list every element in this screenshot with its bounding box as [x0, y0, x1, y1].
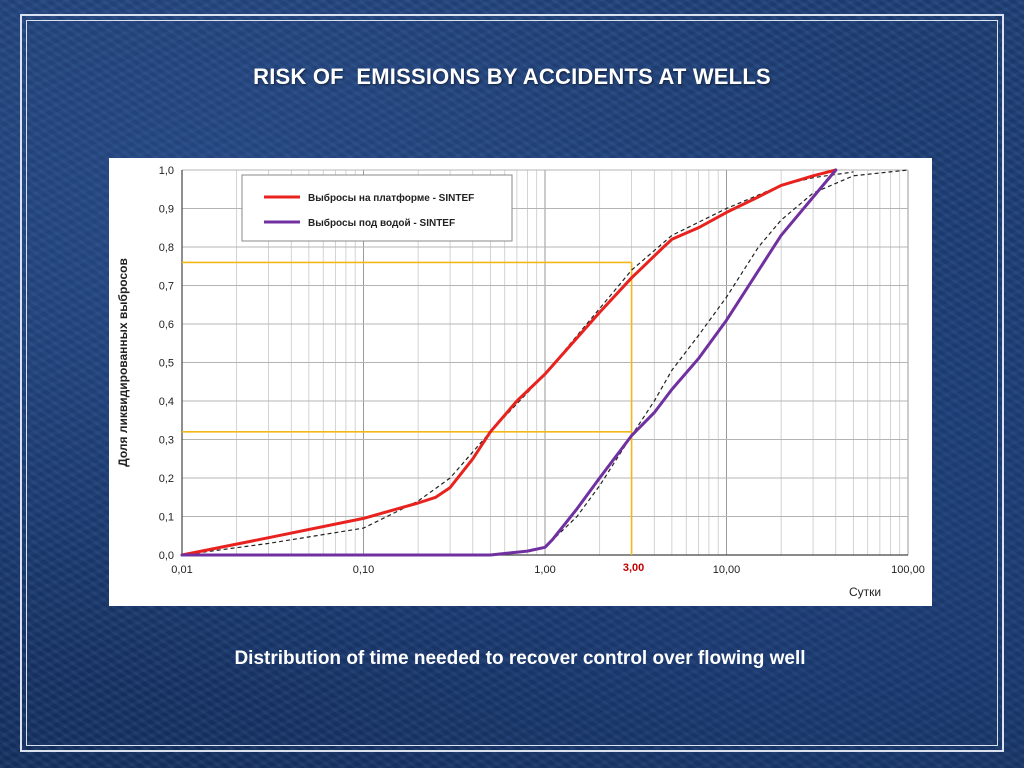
- y-tick-label: 1,0: [159, 165, 174, 177]
- slide-frame-inner: [26, 20, 998, 746]
- y-tick-label: 0,6: [159, 319, 174, 331]
- slide-title: RISK OF EMISSIONS BY ACCIDENTS AT WELLS: [253, 64, 771, 89]
- x-tick-label: 100,00: [891, 564, 925, 576]
- x-tick-label: 0,10: [353, 564, 374, 576]
- x-axis-title: Сутки: [849, 585, 881, 599]
- y-tick-label: 0,3: [159, 435, 174, 447]
- legend-label: Выбросы на платформе - SINTEF: [308, 192, 474, 204]
- y-tick-label: 0,5: [159, 358, 174, 370]
- legend-label: Выбросы под водой - SINTEF: [308, 217, 455, 229]
- chart-svg: 0,0 0,1 0,2 0,3 0,4 0,5 0,6 0,7 0,8 0,9 1,0 0,01 0,1…: [116, 165, 925, 599]
- legend-box: [241, 174, 513, 242]
- slide-frame-outer: [20, 14, 1004, 752]
- y-tick-label: 0,7: [159, 281, 174, 293]
- y-tick-label: 0,9: [159, 204, 174, 216]
- y-tick-label: 0,4: [159, 396, 174, 408]
- x-tick-label: 1,00: [534, 564, 555, 576]
- series-line-underwater: [180, 168, 838, 557]
- chart-panel: 0,0 0,1 0,2 0,3 0,4 0,5 0,6 0,7 0,8 0,9 1,0 0,01 0,1…: [109, 158, 932, 606]
- slide-caption: Distribution of time needed to recover c…: [234, 648, 806, 669]
- y-axis-title: Доля ликвидированных выбросов: [116, 258, 130, 467]
- y-tick-label: 0,0: [159, 550, 174, 562]
- marker-x-label: 3,00: [623, 562, 644, 574]
- series-line-platform: [180, 168, 838, 557]
- x-tick-label: 0,01: [171, 564, 192, 576]
- x-tick-label: 10,00: [713, 564, 741, 576]
- y-tick-label: 0,8: [159, 242, 174, 254]
- y-tick-label: 0,1: [159, 512, 174, 524]
- y-tick-label: 0,2: [159, 473, 174, 485]
